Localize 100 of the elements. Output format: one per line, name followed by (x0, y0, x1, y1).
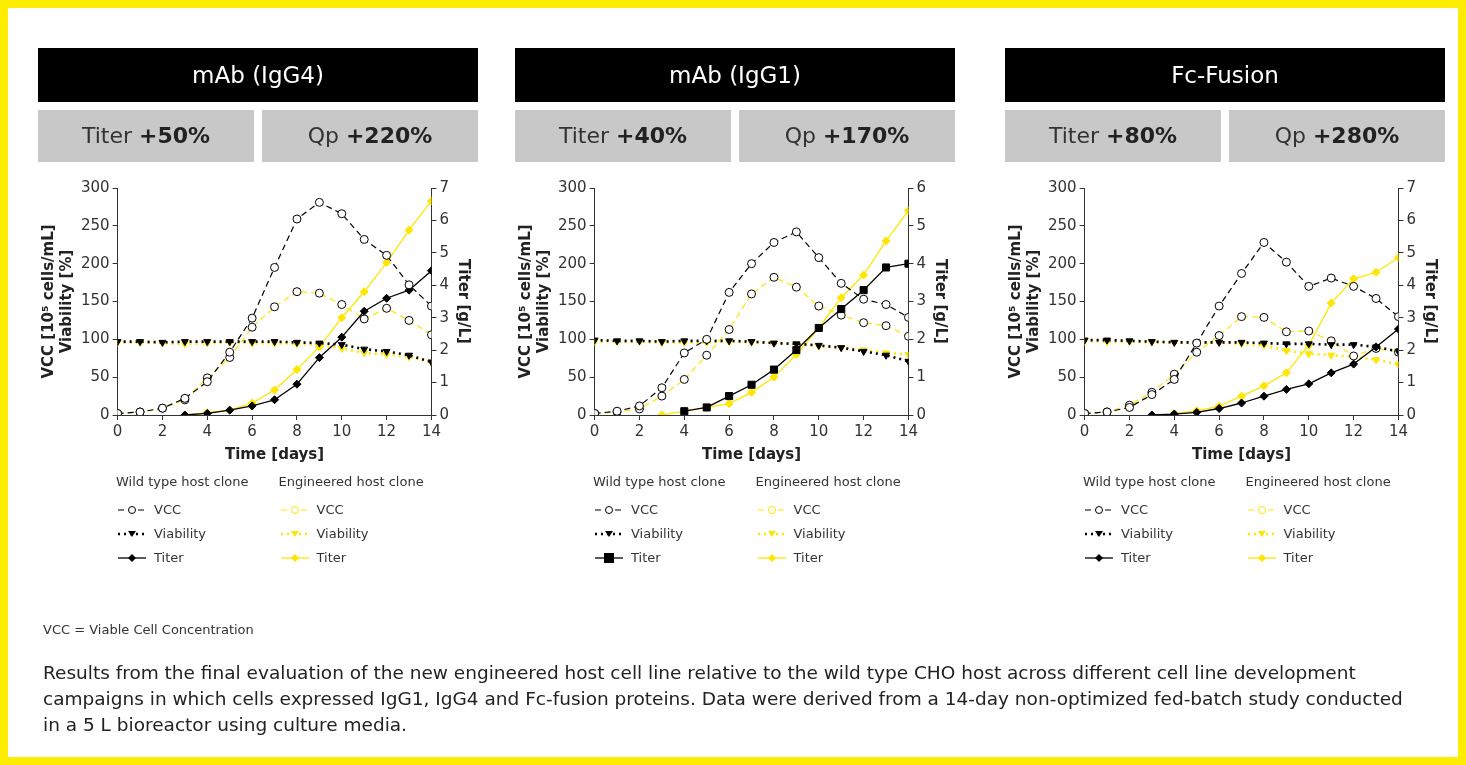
legend-label: Titer (316, 549, 347, 567)
legend-label: Viability (316, 525, 369, 543)
x-tick-label: 14 (421, 421, 441, 440)
x-tick-label: 14 (1388, 421, 1408, 440)
x-axis-title: Time [days] (224, 444, 325, 463)
y2-axis-title: Titer [g/L] (932, 259, 951, 344)
legend-label: Titer (154, 549, 184, 567)
y-tick-label: 0 (100, 404, 110, 423)
y-axis-title: VCC [10⁵ cells/mL] Viability [%] (38, 224, 75, 379)
y-tick-label: 250 (557, 215, 587, 234)
y2-tick-label: 7 (439, 177, 449, 196)
y-tick-label: 150 (557, 291, 587, 310)
y-tick-label: 150 (80, 291, 110, 310)
y-tick-label: 0 (577, 404, 587, 423)
legend-label: VCC (154, 501, 182, 519)
text: Engineered host clone (278, 473, 424, 491)
x-tick-label: 2 (157, 421, 168, 440)
y2-tick-label: 1 (1406, 372, 1416, 391)
y-tick-label: 0 (1067, 404, 1077, 423)
y-tick-label: 150 (1047, 291, 1077, 310)
text: Wild type host clone (593, 473, 726, 491)
y2-tick-label: 2 (439, 340, 449, 359)
y2-axis-title: Titer [g/L] (1422, 259, 1441, 344)
x-tick-label: 10 (809, 421, 829, 440)
y-axis-title: VCC [10⁵ cells/mL] Viability [%] (515, 224, 552, 379)
x-tick-label: 12 (377, 421, 397, 440)
y2-tick-label: 4 (1406, 275, 1416, 294)
y2-tick-label: 0 (439, 404, 449, 423)
y-tick-label: 200 (1047, 253, 1077, 272)
x-tick-label: 8 (292, 421, 302, 440)
y2-tick-label: 3 (916, 291, 926, 310)
legend-label: VCC (316, 501, 344, 519)
y2-tick-label: 2 (1406, 340, 1416, 359)
x-tick-label: 6 (247, 421, 257, 440)
x-tick-label: 14 (898, 421, 918, 440)
x-tick-label: 4 (1169, 421, 1180, 440)
y2-tick-label: 1 (916, 367, 926, 386)
y2-tick-label: 5 (439, 242, 449, 261)
y2-tick-label: 0 (916, 404, 926, 423)
x-tick-label: 2 (1124, 421, 1135, 440)
text: Titer +80% (1005, 110, 1221, 162)
y-tick-label: 100 (557, 329, 587, 348)
text: Titer +40% (515, 110, 731, 162)
x-tick-label: 0 (589, 421, 600, 440)
x-tick-label: 0 (112, 421, 123, 440)
y2-tick-label: 4 (439, 275, 449, 294)
y-tick-label: 50 (90, 367, 110, 386)
y-tick-label: 50 (567, 367, 587, 386)
y2-tick-label: 1 (439, 372, 449, 391)
y2-tick-label: 4 (916, 253, 926, 272)
text: Engineered host clone (1245, 473, 1391, 491)
text: Titer +50% (38, 110, 254, 162)
text: VCC = Viable Cell Concentration (43, 622, 254, 637)
y-tick-label: 300 (1047, 177, 1077, 196)
legend-label: Viability (154, 525, 207, 543)
x-tick-label: 6 (724, 421, 734, 440)
text: Wild type host clone (1083, 473, 1216, 491)
y2-tick-label: 6 (1406, 210, 1416, 229)
legend-label: Viability (631, 525, 684, 543)
x-tick-label: 4 (202, 421, 213, 440)
x-tick-label: 8 (1259, 421, 1269, 440)
y2-tick-label: 5 (916, 215, 926, 234)
y2-tick-label: 3 (439, 307, 449, 326)
x-tick-label: 12 (1344, 421, 1364, 440)
y2-tick-label: 6 (916, 177, 926, 196)
legend-label: Titer (631, 549, 661, 567)
chart-title: mAb (IgG4) (38, 48, 478, 102)
x-tick-label: 12 (854, 421, 874, 440)
y-tick-label: 100 (1047, 329, 1077, 348)
y-tick-label: 200 (80, 253, 110, 272)
y-tick-label: 300 (557, 177, 587, 196)
y-tick-label: 200 (557, 253, 587, 272)
text: Qp +170% (739, 110, 955, 162)
y2-tick-label: 3 (1406, 307, 1416, 326)
y2-tick-label: 0 (1406, 404, 1416, 423)
legend-label: VCC (1121, 501, 1149, 519)
y2-tick-label: 6 (439, 210, 449, 229)
text: Wild type host clone (116, 473, 249, 491)
text: Qp +220% (262, 110, 478, 162)
y-tick-label: 250 (1047, 215, 1077, 234)
legend-label: Titer (1283, 549, 1314, 567)
y-axis-title: VCC [10⁵ cells/mL] Viability [%] (1005, 224, 1042, 379)
y-tick-label: 50 (1057, 367, 1077, 386)
y2-tick-label: 7 (1406, 177, 1416, 196)
x-tick-label: 0 (1079, 421, 1090, 440)
x-tick-label: 6 (1214, 421, 1224, 440)
y-tick-label: 100 (80, 329, 110, 348)
y-tick-label: 300 (80, 177, 110, 196)
legend-label: VCC (793, 501, 821, 519)
legend-label: Titer (1121, 549, 1151, 567)
x-axis-title: Time [days] (1191, 444, 1292, 463)
y2-tick-label: 5 (1406, 242, 1416, 261)
chart-title: Fc-Fusion (1005, 48, 1445, 102)
legend-label: Viability (793, 525, 846, 543)
x-tick-label: 2 (634, 421, 645, 440)
x-axis-title: Time [days] (701, 444, 802, 463)
x-tick-label: 10 (1299, 421, 1319, 440)
x-tick-label: 10 (332, 421, 352, 440)
legend-label: Titer (793, 549, 824, 567)
legend-label: VCC (1283, 501, 1311, 519)
